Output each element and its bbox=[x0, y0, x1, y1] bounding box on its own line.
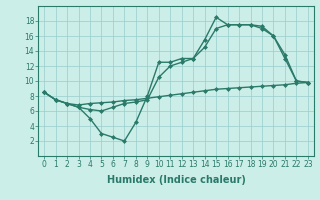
X-axis label: Humidex (Indice chaleur): Humidex (Indice chaleur) bbox=[107, 175, 245, 185]
